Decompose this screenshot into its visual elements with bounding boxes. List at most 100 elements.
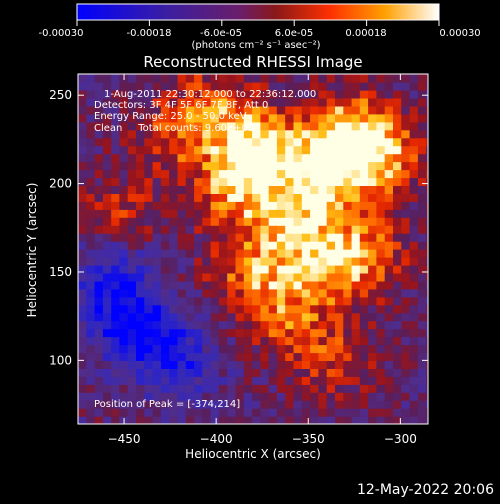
heatmap-cell (210, 105, 220, 115)
heatmap-cell (218, 209, 228, 218)
heatmap-cell (152, 201, 162, 210)
heatmap-cell (285, 161, 295, 171)
heatmap-cell (409, 153, 419, 163)
heatmap-cell (276, 129, 286, 139)
heatmap-cell (111, 241, 121, 250)
heatmap-cell (194, 145, 203, 155)
heatmap-cell (409, 161, 419, 171)
heatmap-cell (160, 113, 170, 123)
heatmap-cell (194, 113, 203, 123)
heatmap-cell (426, 312, 428, 322)
heatmap-cell (401, 400, 411, 409)
heatmap-cell (210, 376, 220, 385)
heatmap-cell (185, 320, 195, 330)
heatmap-cell (243, 217, 253, 226)
heatmap-cell (235, 137, 245, 147)
heatmap-cell (127, 400, 137, 409)
heatmap-cell (202, 121, 212, 131)
heatmap-cell (318, 82, 328, 91)
heatmap-cell (86, 89, 96, 99)
heatmap-cell (401, 177, 411, 186)
heatmap-cell (417, 74, 427, 83)
heatmap-cell (343, 193, 353, 202)
heatmap-cell (111, 225, 121, 234)
heatmap-cell (384, 74, 394, 83)
heatmap-cell (426, 161, 428, 171)
heatmap-cell (218, 185, 228, 194)
heatmap-cell (78, 272, 87, 282)
heatmap-cell (235, 376, 245, 385)
heatmap-cell (285, 328, 295, 338)
heatmap-cell (318, 129, 328, 139)
heatmap-cell (301, 272, 311, 282)
heatmap-cell (177, 201, 187, 210)
heatmap-cell (119, 288, 129, 298)
heatmap-cell (136, 225, 145, 234)
heatmap-cell (426, 209, 428, 218)
heatmap-cell (351, 416, 361, 424)
heatmap-cell (243, 145, 253, 155)
heatmap-cell (102, 233, 112, 242)
colorbar: -0.00030 -0.00018 -6.0e-05 6.0e-05 0.000… (39, 3, 481, 51)
heatmap-cell (376, 169, 386, 179)
heatmap-cell (384, 129, 394, 139)
heatmap-cell (127, 209, 137, 218)
heatmap-cell (235, 217, 245, 226)
heatmap-cell (417, 201, 427, 210)
heatmap-cell (169, 193, 179, 202)
heatmap-cell (426, 257, 428, 266)
heatmap-cell (276, 89, 286, 99)
heatmap-cell (318, 233, 328, 242)
heatmap-cell (376, 233, 386, 242)
heatmap-cell (177, 328, 187, 338)
heatmap-cell (310, 249, 319, 258)
heatmap-cell (368, 416, 377, 424)
heatmap-cell (351, 177, 361, 186)
heatmap-cell (210, 320, 220, 330)
heatmap-cell (393, 328, 402, 338)
heatmap-cell (326, 145, 336, 155)
heatmap-cell (417, 97, 427, 107)
heatmap-cell (260, 249, 270, 258)
heatmap-cell (376, 257, 386, 266)
heatmap-cell (252, 352, 261, 361)
heatmap-cell (351, 137, 361, 147)
heatmap-cell (235, 105, 245, 115)
heatmap-cell (285, 280, 295, 290)
heatmap-cell (194, 241, 203, 250)
heatmap-cell (301, 304, 311, 314)
heatmap-cell (359, 376, 369, 385)
heatmap-cell (359, 201, 369, 210)
heatmap-cell (160, 74, 170, 83)
heatmap-cell (268, 400, 278, 409)
heatmap-cell (335, 272, 344, 282)
heatmap-cell (401, 74, 411, 83)
heatmap-cell (252, 121, 261, 131)
heatmap-cell (127, 352, 137, 361)
heatmap-cell (169, 89, 179, 99)
heatmap-cell (102, 288, 112, 298)
heatmap-cell (310, 272, 319, 282)
heatmap-cell (252, 328, 261, 338)
heatmap-cell (119, 368, 129, 377)
heatmap-cell (384, 257, 394, 266)
heatmap-cell (426, 392, 428, 401)
heatmap-cell (359, 105, 369, 115)
heatmap-cell (227, 74, 237, 83)
heatmap-cell (86, 360, 96, 369)
heatmap-cell (127, 376, 137, 385)
heatmap-cell (218, 352, 228, 361)
heatmap-cell (218, 225, 228, 234)
heatmap-cell (417, 105, 427, 115)
heatmap-cell (243, 169, 253, 179)
heatmap-cell (252, 97, 261, 107)
heatmap-cell (376, 416, 386, 424)
heatmap-cell (127, 177, 137, 186)
x-tick-label: −350 (292, 432, 325, 446)
heatmap-cell (94, 400, 104, 409)
heatmap-cell (243, 89, 253, 99)
heatmap-cell (102, 145, 112, 155)
heatmap-cell (417, 89, 427, 99)
heatmap-cell (160, 217, 170, 226)
heatmap-cell (301, 416, 311, 424)
